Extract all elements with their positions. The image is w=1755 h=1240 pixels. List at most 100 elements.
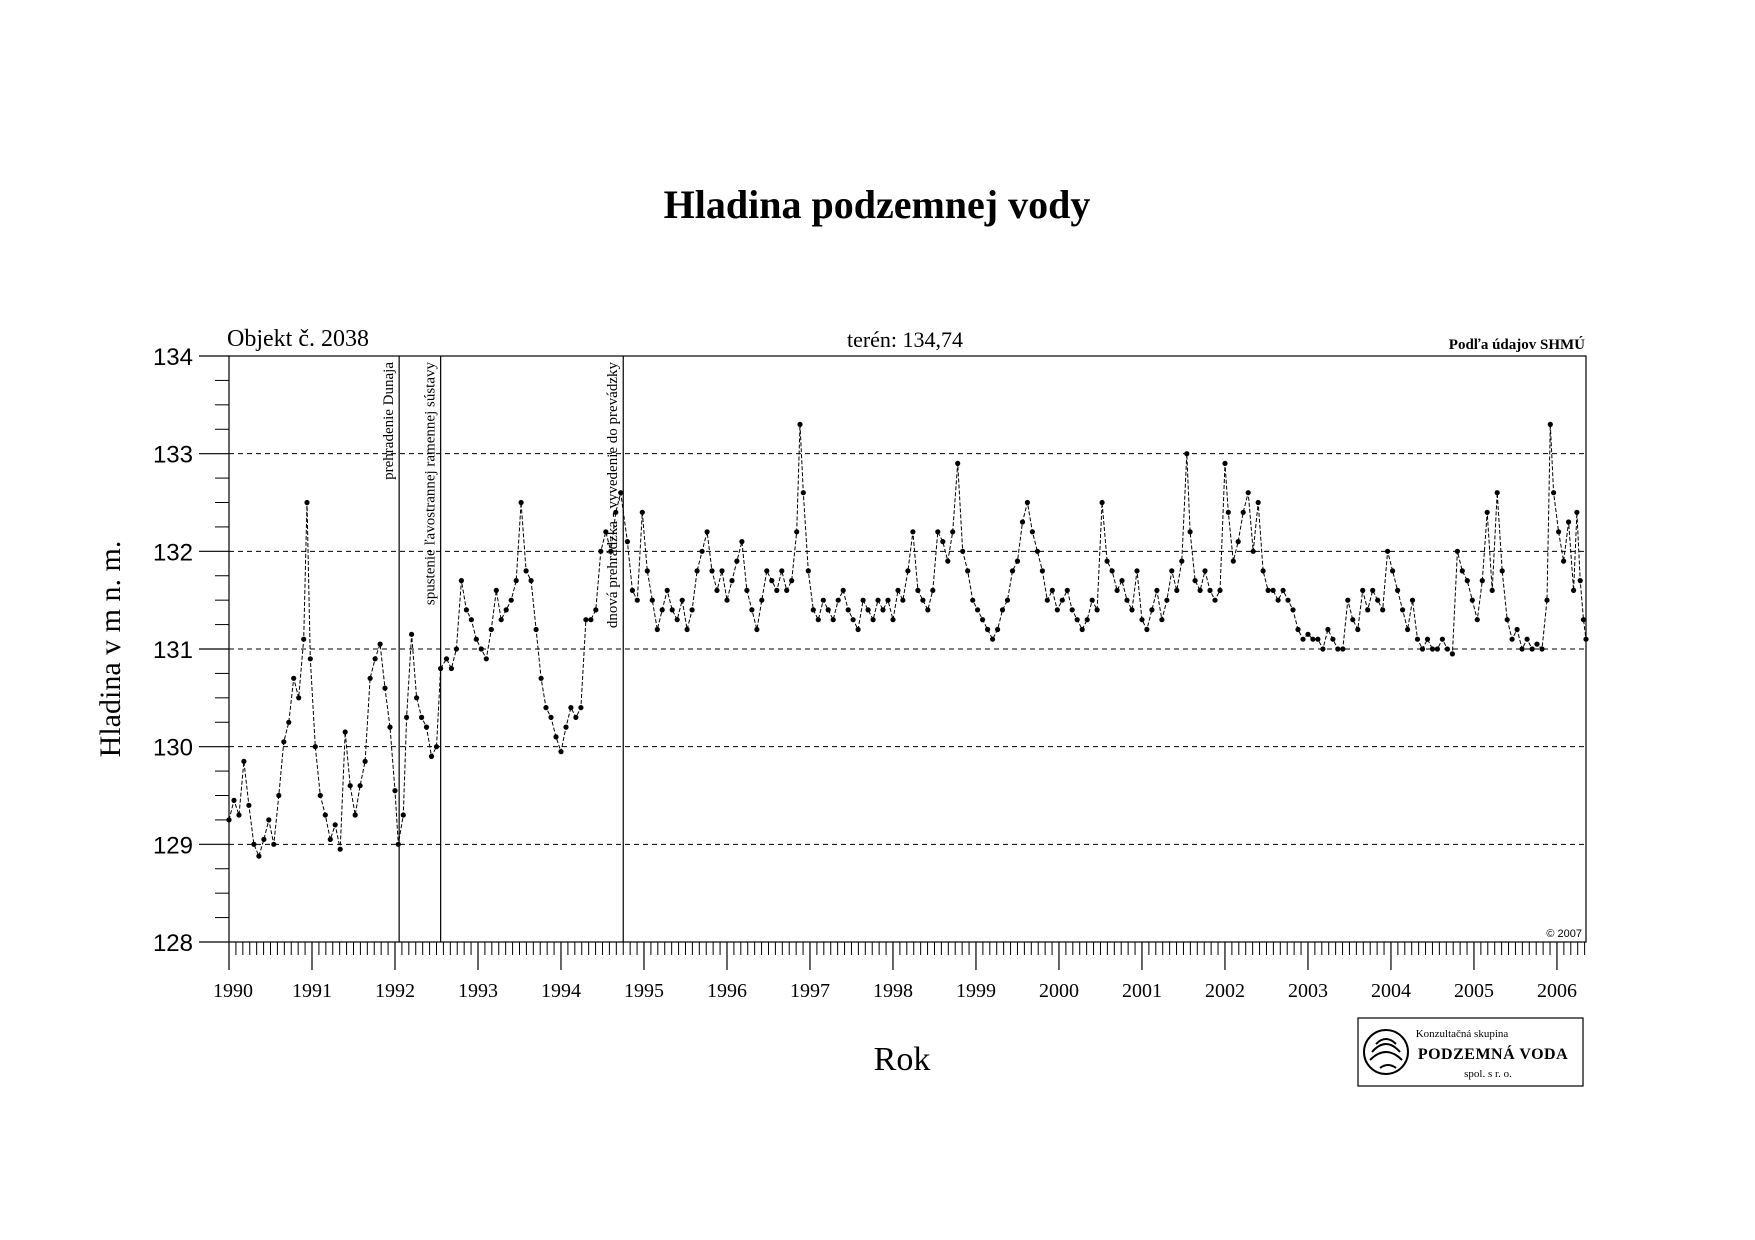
- data-point: [915, 587, 921, 594]
- data-point: [317, 792, 323, 799]
- data-point: [1414, 636, 1421, 642]
- data-point: [1571, 587, 1577, 594]
- data-point: [1583, 636, 1589, 642]
- podzemna-voda-logo-icon: [1363, 1029, 1409, 1075]
- data-point: [1029, 529, 1035, 535]
- data-point: [1340, 646, 1346, 652]
- data-point: [1514, 626, 1520, 633]
- data-point: [1409, 597, 1416, 603]
- data-point: [729, 578, 735, 584]
- data-point: [448, 665, 454, 672]
- data-point: [1566, 519, 1572, 525]
- data-point: [1270, 587, 1276, 594]
- y-tick-label: 133: [153, 442, 193, 469]
- terrain-label: terén: 134,74: [847, 327, 963, 352]
- series-path: [228, 424, 1587, 858]
- data-point: [940, 539, 946, 545]
- data-point: [271, 841, 277, 847]
- data-point: [1159, 617, 1165, 623]
- data-point: [1280, 587, 1286, 594]
- data-point: [395, 841, 401, 847]
- data-point: [1225, 509, 1231, 515]
- x-tick-label: 2004: [1371, 980, 1411, 1002]
- data-point: [1561, 558, 1567, 564]
- data-point: [739, 539, 745, 545]
- data-point: [679, 597, 685, 603]
- data-point: [1390, 568, 1396, 574]
- data-point: [644, 568, 650, 574]
- data-point: [226, 817, 232, 823]
- data-point: [583, 617, 589, 623]
- data-point: [1089, 597, 1095, 603]
- data-point: [1295, 626, 1301, 633]
- data-point: [1240, 509, 1246, 515]
- data-point: [498, 617, 504, 623]
- data-point: [304, 499, 310, 506]
- data-point: [1494, 490, 1500, 496]
- data-point: [1524, 636, 1530, 642]
- event-label: dnová prehrádzka - vyvedenie do prevádzk…: [605, 362, 621, 629]
- data-point: [694, 568, 700, 574]
- data-point: [1469, 597, 1475, 603]
- data-point: [1084, 617, 1090, 623]
- data-point: [999, 607, 1006, 613]
- data-point: [1265, 587, 1271, 594]
- data-point: [1519, 646, 1525, 652]
- data-point: [1109, 568, 1115, 574]
- x-tick-label: 2003: [1288, 980, 1328, 1002]
- data-point: [1275, 597, 1281, 603]
- data-point: [468, 617, 474, 623]
- y-axis-label: Hladina v m n. m.: [94, 541, 127, 758]
- data-point: [797, 421, 803, 427]
- data-point: [784, 587, 790, 594]
- data-point: [608, 548, 614, 554]
- data-point: [404, 714, 410, 721]
- data-point: [1310, 636, 1316, 642]
- data-point: [1474, 617, 1480, 623]
- logo-frame: [1357, 1017, 1584, 1087]
- data-point: [256, 853, 262, 859]
- data-point: [890, 617, 896, 623]
- data-point: [975, 607, 981, 613]
- data-point: [1119, 578, 1125, 584]
- data-point: [533, 626, 539, 633]
- data-point: [1019, 519, 1026, 525]
- data-point: [1360, 587, 1366, 594]
- data-point: [573, 714, 579, 721]
- data-point: [1069, 607, 1075, 613]
- data-point: [1174, 587, 1180, 594]
- data-point: [337, 846, 343, 852]
- data-point: [423, 724, 430, 730]
- data-point: [1059, 597, 1065, 603]
- data-point: [1434, 646, 1440, 652]
- data-point: [719, 568, 725, 574]
- data-point: [1429, 646, 1436, 652]
- data-point: [1285, 597, 1291, 603]
- data-point: [1534, 641, 1540, 647]
- data-point: [558, 749, 564, 755]
- data-point: [281, 739, 287, 745]
- data-point: [1405, 626, 1411, 633]
- data-point: [419, 714, 425, 721]
- data-point: [995, 626, 1001, 633]
- data-point: [352, 812, 358, 818]
- data-point: [1580, 617, 1587, 623]
- x-tick-label: 1991: [292, 980, 332, 1002]
- data-point: [1385, 548, 1391, 554]
- data-point: [276, 792, 282, 799]
- y-tick-label: 134: [153, 344, 193, 371]
- data-point: [392, 788, 398, 794]
- data-point: [1187, 529, 1193, 535]
- data-point: [754, 626, 760, 633]
- data-point: [1509, 636, 1515, 642]
- data-point: [1290, 607, 1296, 613]
- data-point: [261, 836, 267, 843]
- data-point: [905, 568, 911, 574]
- data-point: [1024, 499, 1030, 506]
- data-point: [1179, 558, 1185, 564]
- data-point: [568, 705, 574, 711]
- data-point: [1504, 617, 1510, 623]
- data-point: [400, 812, 406, 818]
- data-point: [543, 705, 549, 711]
- y-tick-label: 131: [153, 637, 193, 664]
